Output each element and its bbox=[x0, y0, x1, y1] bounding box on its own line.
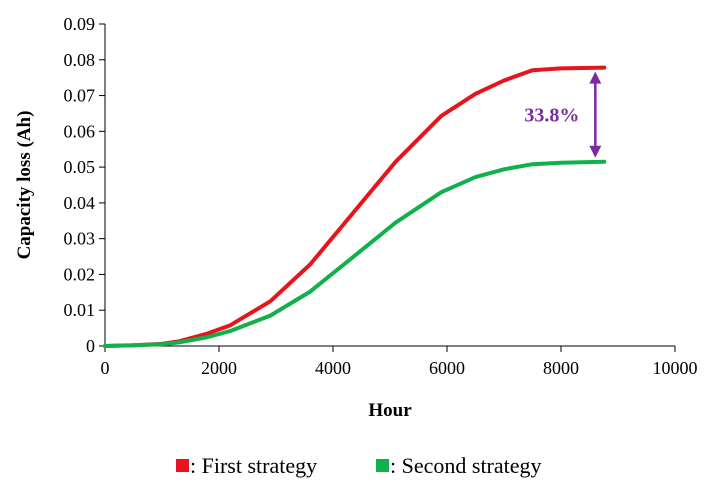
series-line-2 bbox=[103, 159, 607, 348]
legend-label-2: : Second strategy bbox=[390, 453, 542, 478]
legend: : First strategy : Second strategy bbox=[176, 453, 542, 478]
annotation: 33.8% bbox=[524, 71, 602, 158]
arrow-head-down bbox=[589, 145, 602, 158]
x-tick-label: 8000 bbox=[543, 358, 579, 378]
y-tick-label: 0.06 bbox=[64, 121, 96, 141]
y-axis-title: Capacity loss (Ah) bbox=[14, 111, 35, 260]
arrow-head-up bbox=[589, 71, 602, 84]
y-tick-label: 0.08 bbox=[64, 50, 96, 70]
y-tick-label: 0.04 bbox=[64, 193, 96, 213]
x-tick-label: 10000 bbox=[653, 358, 698, 378]
x-tick-label: 2000 bbox=[201, 358, 237, 378]
y-tick-label: 0 bbox=[86, 336, 95, 356]
y-tick-label: 0.02 bbox=[64, 264, 96, 284]
difference-label: 33.8% bbox=[524, 105, 579, 127]
x-axis-title: Hour bbox=[368, 400, 412, 421]
legend-swatch-1 bbox=[176, 459, 189, 472]
x-axis: 0 2000 4000 6000 8000 10000 bbox=[101, 345, 698, 378]
x-tick-label: 4000 bbox=[315, 358, 351, 378]
y-tick-label: 0.09 bbox=[64, 14, 96, 34]
series-lines bbox=[103, 65, 607, 348]
y-tick-label: 0.05 bbox=[64, 157, 96, 177]
y-tick-label: 0.07 bbox=[64, 86, 96, 106]
legend-swatch-2 bbox=[376, 459, 389, 472]
y-tick-label: 0.01 bbox=[64, 300, 96, 320]
x-tick-label: 6000 bbox=[429, 358, 465, 378]
x-tick-label: 0 bbox=[101, 358, 110, 378]
y-tick-label: 0.03 bbox=[64, 229, 96, 249]
legend-label-1: : First strategy bbox=[190, 453, 317, 478]
y-axis: 0 0.01 0.02 0.03 0.04 0.05 0.06 0.07 0.08 0.09 bbox=[64, 14, 106, 356]
